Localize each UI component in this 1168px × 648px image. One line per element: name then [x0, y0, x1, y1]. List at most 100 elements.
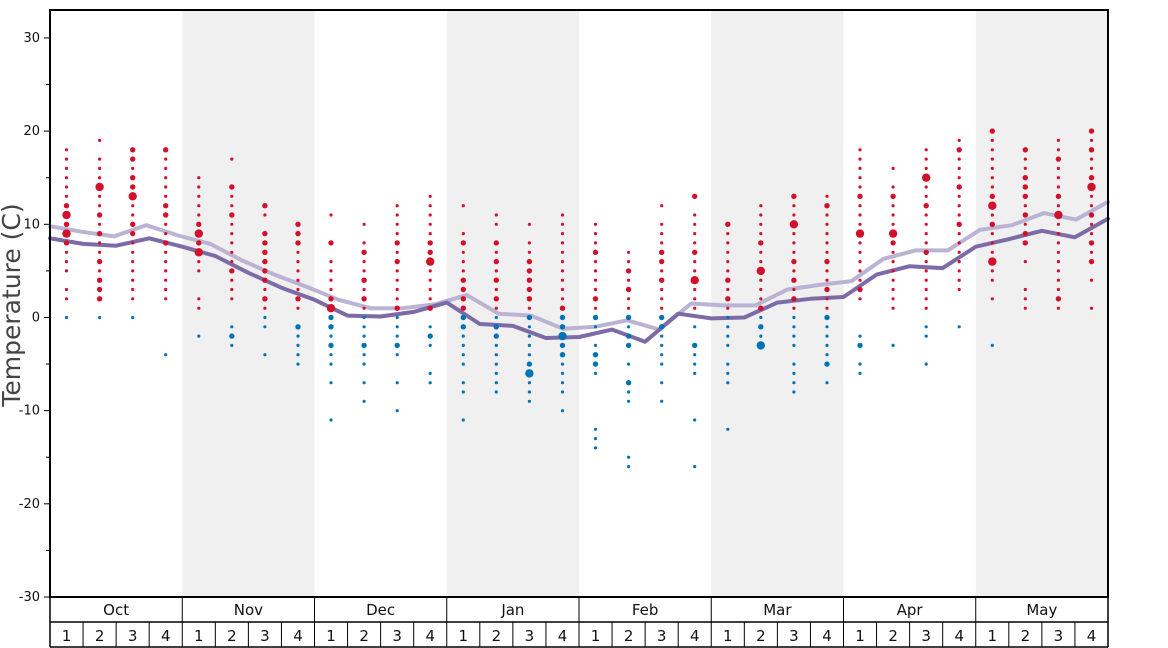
- warm-point: [891, 213, 895, 217]
- y-tick-label: 30: [23, 31, 40, 46]
- cold-point: [593, 343, 598, 347]
- warm-point: [1056, 278, 1060, 282]
- warm-point: [295, 221, 301, 227]
- cold-point: [527, 343, 532, 347]
- warm-point: [62, 210, 71, 220]
- warm-point: [428, 232, 432, 236]
- warm-point: [64, 194, 69, 198]
- warm-point: [923, 249, 929, 255]
- warm-point: [1056, 269, 1060, 273]
- cold-point: [395, 334, 399, 338]
- cold-point: [263, 353, 267, 357]
- week-label: 2: [1021, 627, 1031, 645]
- warm-point: [989, 128, 995, 134]
- warm-point: [329, 287, 333, 292]
- warm-point: [98, 194, 102, 198]
- warm-point: [194, 248, 203, 257]
- warm-point: [924, 213, 928, 217]
- cold-point: [625, 314, 632, 321]
- warm-point: [329, 269, 333, 273]
- warm-point: [428, 194, 432, 198]
- week-label: 4: [293, 627, 303, 645]
- cold-point: [527, 399, 532, 403]
- cold-point: [230, 325, 234, 329]
- warm-point: [957, 157, 961, 161]
- warm-point: [660, 204, 664, 208]
- week-label: 4: [425, 627, 435, 645]
- warm-point: [858, 260, 862, 264]
- warm-point: [96, 296, 103, 302]
- warm-point: [63, 221, 70, 227]
- warm-point: [64, 287, 69, 292]
- warm-point: [362, 287, 366, 292]
- warm-point: [825, 194, 829, 198]
- warm-point: [395, 297, 399, 301]
- warm-point: [693, 222, 697, 226]
- cold-point: [329, 381, 333, 385]
- warm-point: [296, 287, 300, 292]
- warm-point: [131, 241, 135, 245]
- month-label: Jan: [500, 601, 524, 619]
- cold-point: [328, 342, 334, 349]
- warm-point: [824, 203, 830, 209]
- cold-point: [328, 314, 334, 321]
- warm-point: [825, 250, 829, 254]
- cold-point: [792, 325, 796, 329]
- warm-point: [328, 296, 334, 302]
- warm-point: [957, 204, 961, 208]
- warm-point: [560, 232, 565, 236]
- warm-point: [526, 296, 533, 302]
- warm-point: [924, 260, 928, 264]
- warm-point: [131, 278, 135, 282]
- cold-point: [627, 455, 631, 459]
- warm-point: [96, 258, 103, 265]
- cold-point: [560, 381, 565, 385]
- warm-point: [891, 166, 895, 170]
- warm-point: [891, 287, 895, 292]
- warm-point: [857, 286, 863, 293]
- cold-point: [593, 325, 598, 329]
- warm-point: [196, 240, 202, 246]
- warm-point: [197, 204, 201, 208]
- warm-point: [957, 166, 961, 170]
- warm-point: [1056, 185, 1060, 189]
- warm-point: [891, 260, 895, 264]
- cold-point: [824, 361, 830, 367]
- cold-point: [726, 427, 730, 431]
- warm-point: [164, 297, 168, 301]
- cold-point: [394, 342, 400, 349]
- warm-point: [825, 306, 829, 310]
- cold-point: [428, 371, 432, 375]
- cold-point: [825, 353, 829, 357]
- warm-point: [560, 222, 565, 226]
- warm-point: [98, 138, 102, 142]
- warm-point: [693, 241, 697, 245]
- week-label: 3: [392, 627, 402, 645]
- cold-point: [792, 381, 796, 385]
- warm-point: [560, 287, 565, 292]
- warm-point: [924, 306, 928, 310]
- warm-point: [230, 204, 234, 208]
- warm-point: [362, 269, 366, 273]
- cold-point: [825, 325, 829, 329]
- warm-point: [494, 287, 498, 292]
- warm-point: [825, 213, 829, 217]
- warm-point: [197, 269, 201, 273]
- week-label: 3: [128, 627, 138, 645]
- warm-point: [461, 232, 465, 236]
- cold-point: [660, 362, 664, 366]
- cold-point: [493, 324, 499, 330]
- cold-point: [493, 333, 499, 339]
- cold-point: [660, 399, 664, 403]
- cold-point: [593, 437, 598, 441]
- warm-point: [394, 240, 400, 246]
- warm-point: [924, 166, 928, 170]
- cold-point: [329, 362, 333, 366]
- warm-point: [164, 166, 168, 170]
- warm-point: [627, 278, 631, 282]
- warm-point: [957, 241, 961, 245]
- warm-point: [229, 212, 235, 218]
- warm-point: [493, 296, 499, 302]
- cold-point: [263, 315, 267, 320]
